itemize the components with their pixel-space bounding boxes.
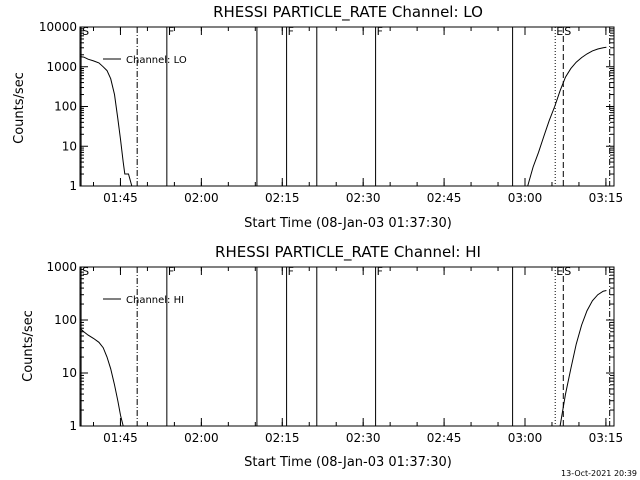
legend-label-lo: Channel: LO [126,55,187,66]
x-tick-label: 01:45 [103,431,138,445]
y-tick-label: 1000 [46,60,77,74]
event-marker-label: F [168,265,174,278]
y-tick-label: 100 [54,100,77,114]
x-tick-label: 02:30 [346,431,381,445]
y-tick-label: 1 [69,419,77,433]
series-line [527,46,607,187]
y-axis-label-hi: Counts/sec [21,310,36,382]
y-tick-label: 1 [69,179,77,193]
chart-title-lo: RHESSI PARTICLE_RATE Channel: LO [213,3,483,22]
event-marker-label: S [82,265,89,278]
y-tick-label: 10 [62,366,77,380]
footer-timestamp: 13-Oct-2021 20:39 [561,469,637,478]
series-line [559,290,607,427]
x-tick-label: 02:00 [184,191,219,205]
event-marker-label: F [377,25,383,38]
plot-frame [79,26,615,187]
event-marker-label: F [288,265,294,278]
event-marker-label: E [556,25,563,38]
chart-title-hi: RHESSI PARTICLE_RATE Channel: HI [215,243,481,262]
x-tick-label: 02:30 [346,191,381,205]
x-tick-label: 03:15 [589,191,624,205]
hi-channel-panel: RHESSI PARTICLE_RATE Channel: HI Counts/… [21,243,623,470]
x-axis-label-hi: Start Time (08-Jan-03 01:37:30) [244,455,452,470]
event-marker-label: S [564,265,571,278]
y-axis-label-lo: Counts/sec [12,72,27,144]
y-tick-label: 10000 [39,20,77,34]
series-line [79,56,133,187]
event-marker-label: S [82,25,89,38]
y-tick-label: 1000 [46,260,77,274]
x-tick-label: 01:45 [103,191,138,205]
event-marker-label: F [168,25,174,38]
x-tick-label: 03:00 [508,431,543,445]
x-tick-label: 03:00 [508,191,543,205]
event-marker-label: F [288,25,294,38]
x-tick-label: 02:15 [265,191,300,205]
x-tick-label: 02:15 [265,431,300,445]
event-marker-label: S [564,25,571,38]
event-marker-label: F [377,265,383,278]
x-tick-label: 02:00 [184,431,219,445]
x-tick-label: 02:45 [427,431,462,445]
lo-channel-panel: RHESSI PARTICLE_RATE Channel: LO Counts/… [12,3,623,231]
series-line [79,327,124,427]
y-tick-label: 10 [62,139,77,153]
legend-label-hi: Channel: HI [126,295,184,306]
plot-frame [79,266,615,427]
y-tick-label: 100 [54,313,77,327]
x-axis-label-lo: Start Time (08-Jan-03 01:37:30) [244,216,452,231]
x-tick-label: 03:15 [589,431,624,445]
event-marker-label: E [556,265,563,278]
x-tick-label: 02:45 [427,191,462,205]
